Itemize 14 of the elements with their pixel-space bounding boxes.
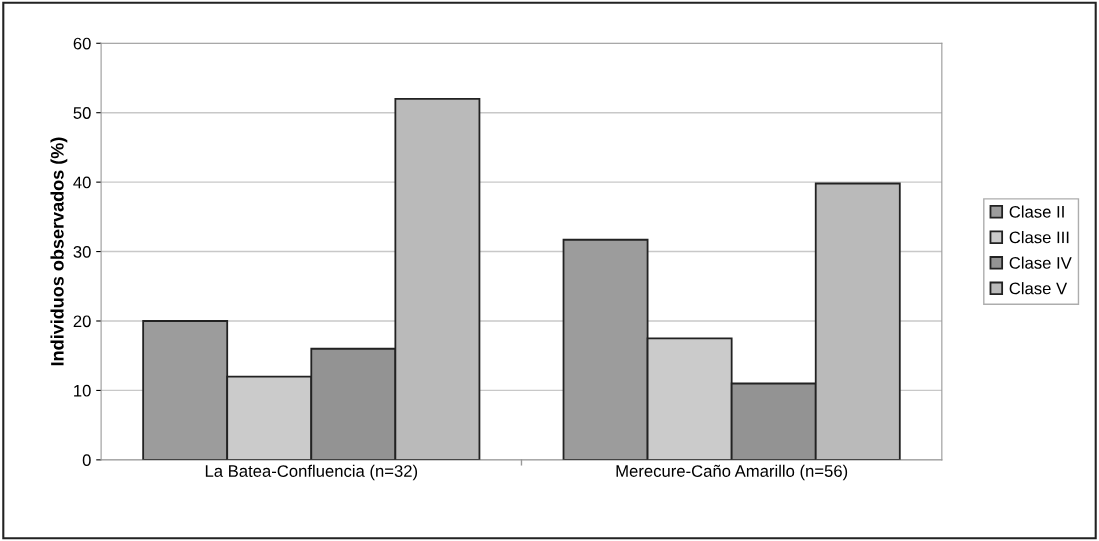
- y-tick-label: 60: [73, 37, 91, 50]
- y-tick-label: 30: [73, 245, 91, 258]
- y-tick-label: 0: [82, 454, 91, 467]
- y-tick-label: 20: [73, 315, 91, 328]
- legend-label: Clase II: [1009, 205, 1064, 218]
- x-tick-label: La Batea-Confluencia (n=32): [205, 464, 418, 481]
- legend-label: Clase V: [1009, 282, 1068, 295]
- legend-label: Clase III: [1009, 231, 1069, 244]
- x-tick-label: Merecure-Caño Amarillo (n=56): [616, 464, 848, 481]
- y-tick-label: 40: [73, 176, 91, 189]
- y-tick-label: 10: [74, 384, 91, 397]
- y-axis-title: Individuos observados (%): [50, 137, 68, 366]
- y-tick-label: 50: [73, 107, 91, 119]
- legend-label: Clase IV: [1009, 256, 1072, 269]
